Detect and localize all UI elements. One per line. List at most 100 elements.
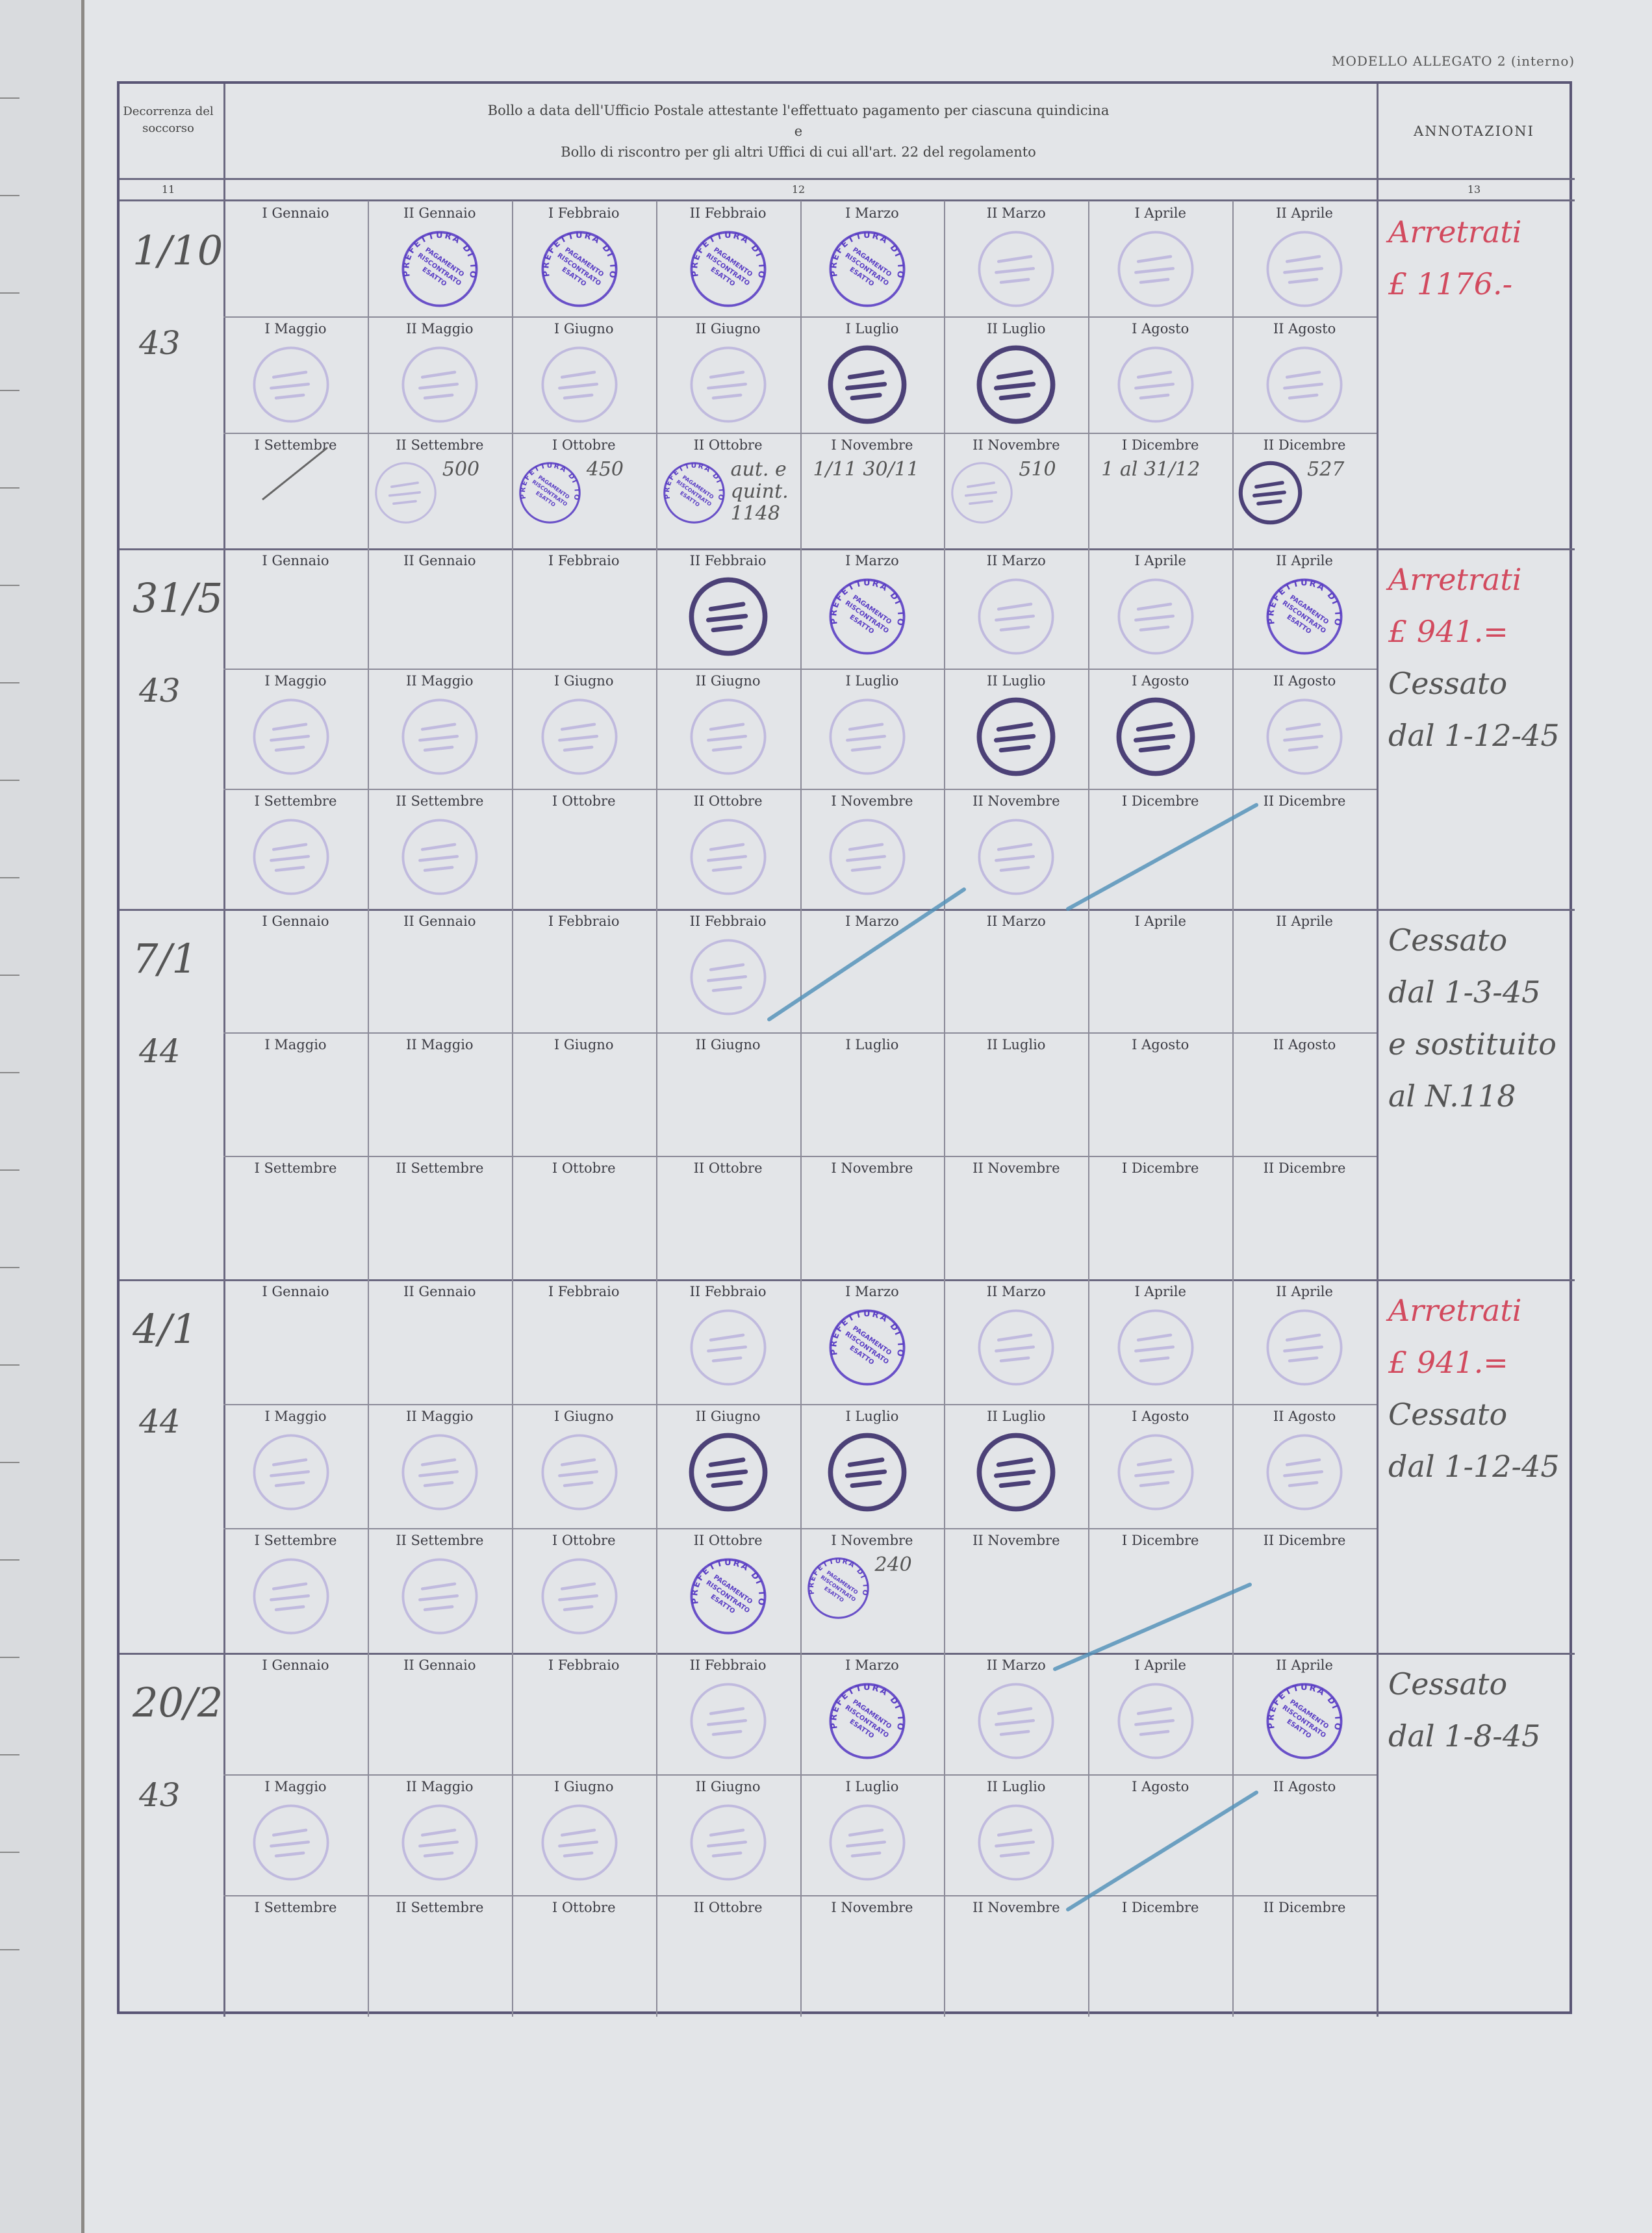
period-label: I Agosto [1132,1037,1189,1053]
period-label: II Settembre [396,1160,484,1176]
handwritten-note: 527 [1307,457,1345,481]
period-label: II Ottobre [693,1533,763,1549]
period-label: I Marzo [845,1284,899,1299]
period-label: II Luglio [987,1037,1046,1053]
period-label: I Luglio [845,1037,899,1053]
period-label: II Marzo [986,1284,1046,1299]
period-label: II Dicembre [1263,1900,1346,1916]
period-label: I Gennaio [262,1284,329,1299]
postal-stamp [690,819,767,895]
cell-divider [367,1653,369,2017]
period-label: II Febbraio [689,913,767,929]
period-label: II Novembre [972,1900,1060,1916]
header-bollo-line1: Bollo a data dell'Ufficio Postale attest… [487,103,1110,118]
annotation-line: Cessato [1388,923,1508,958]
period-label: II Marzo [986,205,1046,221]
period-label: II Maggio [406,1037,474,1053]
period-label: I Ottobre [552,1533,616,1549]
period-label: I Settembre [254,437,337,453]
prefettura-stamp: PREFETTURA DI TORINOPAGAMENTORISCONTRATO… [398,227,478,307]
period-label: I Luglio [845,1408,899,1424]
postal-stamp [401,1804,478,1881]
cell-divider [655,1653,657,2017]
period-label: II Dicembre [1263,1160,1346,1176]
period-label: I Marzo [845,205,899,221]
period-label: I Febbraio [548,205,620,221]
postal-stamp [690,1683,767,1759]
period-label: I Aprile [1134,1657,1186,1673]
period-label: II Dicembre [1263,793,1346,809]
postal-stamp [1117,231,1194,307]
period-label: II Aprile [1276,553,1333,568]
prefettura-stamp: PREFETTURA DI TORINOPAGAMENTORISCONTRATO… [516,459,581,524]
cell-divider [1088,909,1090,1279]
annotation-line: dal 1-12-45 [1388,718,1560,753]
postal-stamp [1117,346,1194,423]
period-label: II Aprile [1276,205,1333,221]
postal-stamp [951,461,1013,524]
previous-page-rule [0,390,19,391]
previous-page-rule [0,195,19,196]
header-divider [120,178,1575,180]
period-label: I Giugno [553,321,614,337]
postal-stamp [401,1434,478,1511]
period-label: I Agosto [1132,321,1189,337]
decorrenza-date: 31/5 [133,574,223,622]
postal-stamp [253,1804,329,1881]
cell-divider [1232,201,1234,548]
previous-page-rule [0,487,19,489]
cell-divider [367,201,369,548]
postal-stamp [541,1804,618,1881]
previous-page-edge [0,0,85,2233]
period-label: II Settembre [396,1533,484,1549]
column-number: 12 [791,183,806,196]
model-label: MODELLO ALLEGATO 2 (interno) [1332,53,1575,69]
header-bollo-line3: Bollo di riscontro per gli altri Uffici … [561,144,1036,160]
prefettura-stamp: PREFETTURA DI TORINOPAGAMENTORISCONTRATO… [825,227,906,307]
annotation-line: Cessato [1388,1666,1508,1702]
postal-stamp [253,1434,329,1511]
period-label: I Novembre [831,1160,913,1176]
postal-stamp [690,346,767,423]
period-label: II Ottobre [693,1900,763,1916]
decorrenza-year: 43 [139,324,181,362]
annotation-line: al N.118 [1388,1078,1516,1114]
period-label: II Giugno [695,1778,761,1794]
period-label: I Novembre [831,1900,913,1916]
postal-stamp [978,1804,1054,1881]
postal-stamp [375,461,437,524]
postal-stamp [689,1433,767,1512]
decorrenza-year: 43 [139,672,181,709]
prefettura-stamp: PREFETTURA DI TORINOPAGAMENTORISCONTRATO… [686,227,767,307]
period-label: II Ottobre [693,793,763,809]
previous-page-rule [0,975,19,976]
postal-stamp [976,1433,1056,1512]
period-label: II Dicembre [1263,1533,1346,1549]
postal-stamp [541,1558,618,1635]
postal-stamp [976,697,1056,776]
prefettura-stamp: PREFETTURA DI TORINOPAGAMENTORISCONTRATO… [825,574,906,655]
handwritten-note: 1 al 31/12 [1101,457,1201,481]
prefettura-stamp: PREFETTURA DI TORINOPAGAMENTORISCONTRATO… [660,459,725,524]
decorrenza-year: 44 [139,1032,181,1070]
period-label: II Novembre [972,1533,1060,1549]
header-annotazioni: ANNOTAZIONI [1414,123,1534,139]
period-label: II Novembre [972,437,1060,453]
period-label: I Maggio [264,1778,327,1794]
period-label: I Settembre [254,1160,337,1176]
period-label: I Dicembre [1121,1160,1199,1176]
document-page [84,0,1652,2233]
annotation-line: £ 941.= [1388,1345,1508,1380]
postal-stamp [253,819,329,895]
period-label: I Agosto [1132,1778,1189,1794]
period-label: I Marzo [845,913,899,929]
postal-stamp [828,345,907,424]
prefettura-stamp: PREFETTURA DI TORINOPAGAMENTORISCONTRATO… [1262,1679,1343,1759]
period-label: II Gennaio [403,913,476,929]
annotation-line: Arretrati [1388,1293,1522,1328]
prefettura-stamp: PREFETTURA DI TORINOPAGAMENTORISCONTRATO… [804,1554,869,1620]
period-label: II Luglio [987,1778,1046,1794]
cell-divider [655,201,657,548]
period-label: I Ottobre [552,437,616,453]
decorrenza-date: 4/1 [133,1305,197,1353]
